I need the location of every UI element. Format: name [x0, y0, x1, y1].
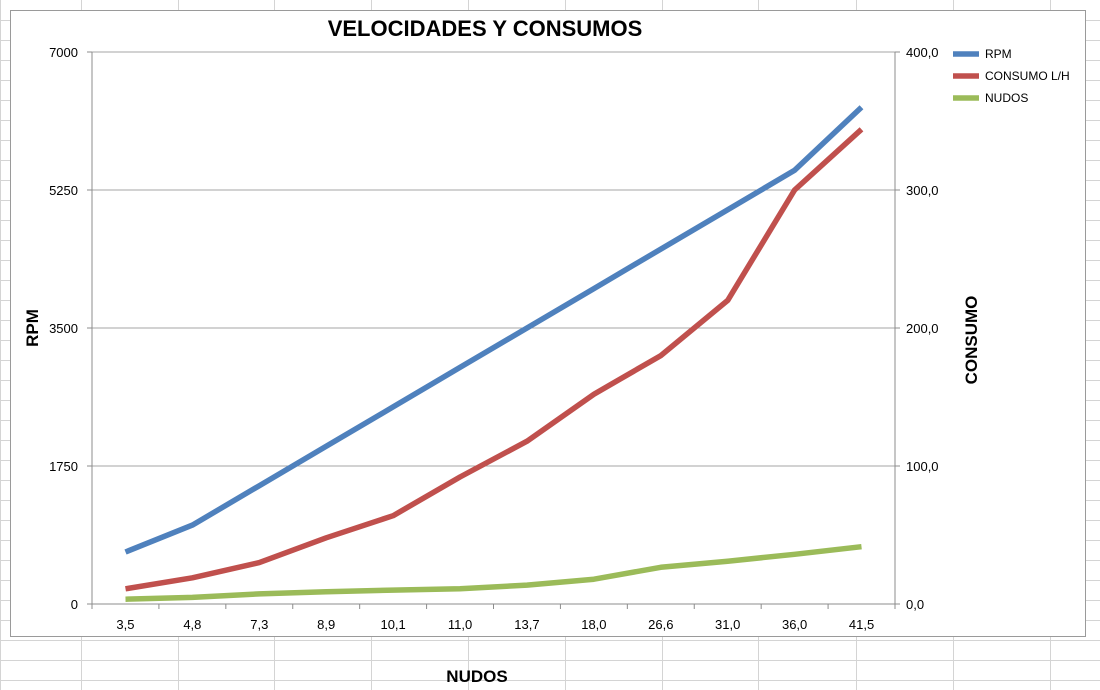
x-tick-label: 26,6 — [648, 617, 673, 632]
legend-label: RPM — [985, 47, 1012, 61]
x-tick-label: 13,7 — [514, 617, 539, 632]
chart-title: VELOCIDADES Y CONSUMOS — [328, 16, 643, 41]
series-line-rpm[interactable] — [124, 105, 864, 555]
left-tick-label: 5250 — [49, 183, 78, 198]
gridlines — [92, 51, 895, 467]
chart-area[interactable] — [10, 10, 1086, 637]
y-axis-title-right: CONSUMO — [962, 296, 981, 385]
x-tick-label: 8,9 — [317, 617, 335, 632]
tick-labels: 0 0,0 1750 100,0 3500 200,0 5250 300,0 7000 400,0… — [49, 45, 938, 632]
legend: RPM CONSUMO L/H NUDOS — [953, 47, 1070, 105]
left-tick-label: 1750 — [49, 459, 78, 474]
right-tick-label: 0,0 — [906, 597, 924, 612]
right-tick-label: 300,0 — [906, 183, 939, 198]
right-tick-label: 400,0 — [906, 45, 939, 60]
x-tick-label: 11,0 — [448, 617, 472, 632]
right-tick-label: 200,0 — [906, 321, 939, 336]
left-tick-label: 3500 — [49, 321, 78, 336]
x-tick-label: 36,0 — [782, 617, 807, 632]
x-tick-label: 3,5 — [116, 617, 134, 632]
left-tick-label: 7000 — [49, 45, 78, 60]
y-axis-title-left: RPM — [23, 309, 42, 347]
x-axis-title: NUDOS — [446, 667, 507, 686]
right-tick-label: 100,0 — [906, 459, 939, 474]
x-tick-label: 41,5 — [849, 617, 874, 632]
axes — [87, 51, 900, 609]
series-lines — [124, 105, 864, 602]
x-tick-label: 4,8 — [183, 617, 201, 632]
legend-label: CONSUMO L/H — [985, 69, 1070, 83]
series-line-consumo-l-h[interactable] — [125, 127, 864, 592]
legend-label: NUDOS — [985, 91, 1028, 105]
x-tick-label: 31,0 — [715, 617, 740, 632]
x-tick-label: 7,3 — [250, 617, 268, 632]
x-tick-label: 10,1 — [380, 617, 405, 632]
x-tick-label: 18,0 — [581, 617, 606, 632]
left-tick-label: 0 — [71, 597, 78, 612]
series-line-nudos[interactable] — [125, 543, 862, 602]
